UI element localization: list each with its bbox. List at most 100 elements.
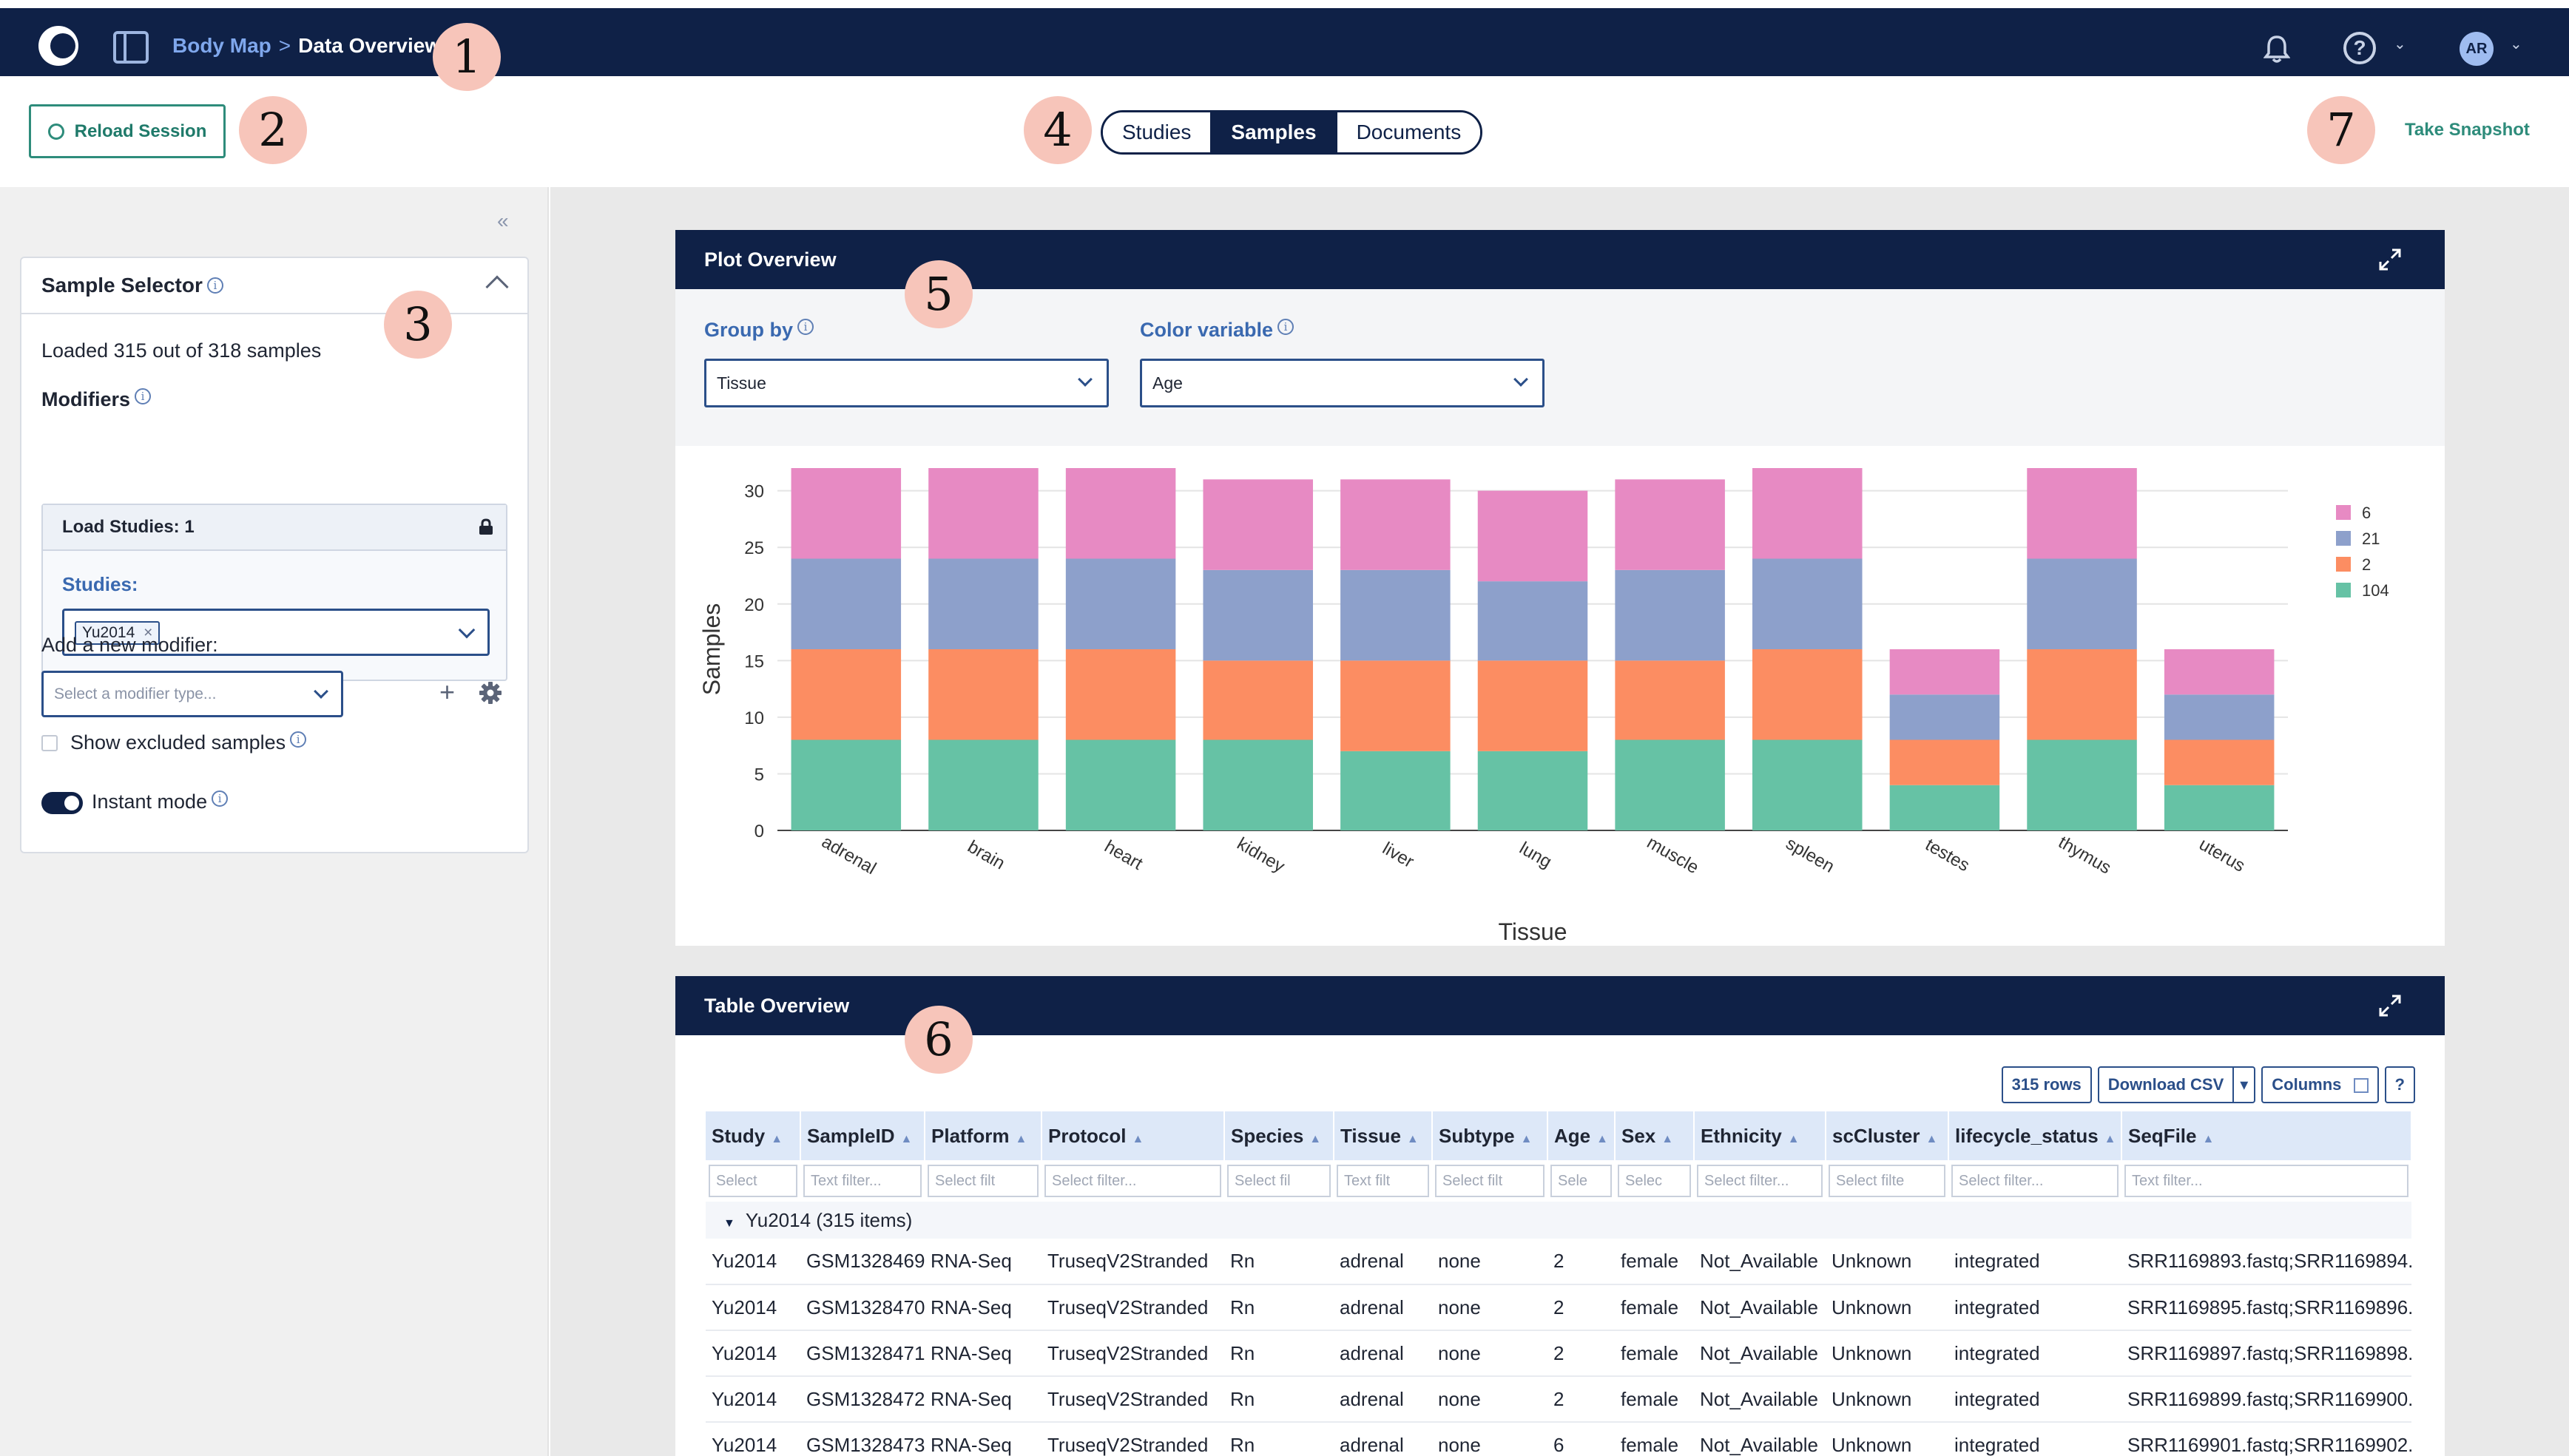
- tab-documents[interactable]: Documents: [1337, 112, 1481, 152]
- sort-icon[interactable]: ▲: [1596, 1132, 1608, 1145]
- column-header-subtype[interactable]: Subtype ▲: [1432, 1111, 1548, 1160]
- sort-icon[interactable]: ▲: [2104, 1132, 2116, 1145]
- column-filter-input[interactable]: Select filter...: [1951, 1165, 2119, 1197]
- show-excluded-checkbox[interactable]: [41, 735, 58, 751]
- info-icon[interactable]: i: [1277, 319, 1294, 335]
- column-header-protocol[interactable]: Protocol ▲: [1042, 1111, 1225, 1160]
- user-menu-chevron-icon[interactable]: ⌄: [2510, 36, 2522, 53]
- sort-icon[interactable]: ▲: [771, 1132, 783, 1145]
- sort-icon[interactable]: ▲: [1015, 1132, 1027, 1145]
- column-filter-input[interactable]: Select filter...: [1044, 1165, 1221, 1197]
- group-by-select[interactable]: Tissue: [704, 359, 1109, 407]
- bar-segment-testes-2: [1889, 739, 2000, 785]
- columns-button[interactable]: Columns: [2261, 1066, 2379, 1103]
- column-filter-input[interactable]: Text filt: [1337, 1165, 1429, 1197]
- column-filter-input[interactable]: Select filt: [1435, 1165, 1545, 1197]
- column-header-ethnicity[interactable]: Ethnicity ▲: [1694, 1111, 1826, 1160]
- sample-selector-header[interactable]: Sample Selector i: [21, 258, 527, 314]
- tab-samples[interactable]: Samples: [1212, 112, 1337, 152]
- instant-mode-toggle[interactable]: [41, 792, 83, 814]
- column-header-age[interactable]: Age ▲: [1547, 1111, 1616, 1160]
- load-studies-header[interactable]: Load Studies: 1: [43, 505, 506, 551]
- take-snapshot-button[interactable]: Take Snapshot: [2405, 120, 2530, 140]
- column-filter-input[interactable]: Select filter...: [1697, 1165, 1823, 1197]
- column-header-label: Age: [1554, 1124, 1591, 1147]
- study-chip[interactable]: Yu2014 ×: [75, 621, 161, 645]
- sort-icon[interactable]: ▲: [2202, 1132, 2215, 1145]
- column-header-sex[interactable]: Sex ▲: [1615, 1111, 1695, 1160]
- info-icon[interactable]: i: [135, 388, 152, 404]
- sort-icon[interactable]: ▲: [1925, 1132, 1938, 1145]
- sort-icon[interactable]: ▲: [1787, 1132, 1800, 1145]
- column-header-seqfile[interactable]: SeqFile ▲: [2121, 1111, 2412, 1160]
- stacked-bar-chart: 0 5 10 15 20 25 30 adrenal brain heart kidney liver…: [698, 468, 2389, 945]
- column-header-platform[interactable]: Platform ▲: [925, 1111, 1042, 1160]
- info-icon[interactable]: i: [206, 277, 223, 294]
- reload-session-button[interactable]: Reload Session: [29, 104, 226, 158]
- table-cell: 2: [1547, 1330, 1615, 1377]
- color-variable-select[interactable]: Age: [1140, 359, 1545, 407]
- table-help-button[interactable]: ?: [2384, 1066, 2415, 1103]
- bar-segment-spleen-2: [1752, 649, 1863, 740]
- logo-icon[interactable]: [38, 26, 78, 66]
- legend-label: 2: [2362, 555, 2371, 574]
- sort-icon[interactable]: ▲: [1661, 1132, 1674, 1145]
- instant-mode-label: Instant mode: [92, 790, 208, 813]
- column-header-sampleid[interactable]: SampleID ▲: [800, 1111, 925, 1160]
- column-header-tissue[interactable]: Tissue ▲: [1334, 1111, 1433, 1160]
- table-row[interactable]: Yu2014 GSM1328469 RNA-Seq TruseqV2Stranded R…: [706, 1239, 2411, 1285]
- column-header-lifecycle-status[interactable]: lifecycle_status ▲: [1948, 1111, 2122, 1160]
- avatar[interactable]: AR: [2460, 32, 2494, 66]
- gear-icon[interactable]: [476, 678, 505, 708]
- help-menu-chevron-icon[interactable]: ⌄: [2394, 36, 2406, 53]
- chip-remove-icon[interactable]: ×: [144, 624, 153, 641]
- sort-icon[interactable]: ▲: [1406, 1132, 1419, 1145]
- download-csv-button[interactable]: Download CSV: [2097, 1066, 2235, 1103]
- table-row[interactable]: Yu2014 GSM1328471 RNA-Seq TruseqV2Stranded R…: [706, 1330, 2411, 1377]
- row-count-badge: 315 rows: [2001, 1066, 2092, 1103]
- sort-icon[interactable]: ▲: [1520, 1132, 1533, 1145]
- chevron-up-icon[interactable]: [485, 275, 509, 299]
- bell-icon[interactable]: [2264, 35, 2290, 64]
- legend-swatch: [2336, 505, 2351, 520]
- table-row[interactable]: Yu2014 GSM1328470 RNA-Seq TruseqV2Stranded R…: [706, 1284, 2411, 1331]
- group-cell: ▼ Yu2014 (315 items): [706, 1202, 2411, 1239]
- column-filter-input[interactable]: Sele: [1550, 1165, 1612, 1197]
- chevron-down-icon[interactable]: [458, 621, 476, 639]
- sort-icon[interactable]: ▲: [1309, 1132, 1322, 1145]
- download-options-dropdown[interactable]: ▾: [2234, 1066, 2256, 1103]
- column-filter-input[interactable]: Select filt: [928, 1165, 1039, 1197]
- info-icon[interactable]: i: [212, 790, 229, 807]
- bar-segment-liver-104: [1340, 751, 1451, 830]
- sort-icon[interactable]: ▲: [900, 1132, 913, 1145]
- tab-studies[interactable]: Studies: [1103, 112, 1212, 152]
- column-header-label: Platform: [931, 1124, 1010, 1147]
- modifier-type-select[interactable]: Select a modifier type...: [41, 671, 343, 717]
- group-row[interactable]: ▼ Yu2014 (315 items): [706, 1202, 2411, 1239]
- column-header-study[interactable]: Study ▲: [706, 1111, 801, 1160]
- breadcrumb-root-link[interactable]: Body Map: [172, 34, 271, 57]
- table-cell: Not_Available: [1694, 1239, 1826, 1285]
- column-header-sccluster[interactable]: scCluster ▲: [1826, 1111, 1949, 1160]
- expand-icon[interactable]: [2378, 994, 2402, 1017]
- info-icon[interactable]: i: [290, 731, 307, 748]
- add-modifier-icon[interactable]: +: [439, 677, 456, 707]
- column-header-species[interactable]: Species ▲: [1224, 1111, 1334, 1160]
- column-filter-input[interactable]: Select filte: [1829, 1165, 1945, 1197]
- column-filter-input[interactable]: Select: [709, 1165, 797, 1197]
- sort-icon[interactable]: ▲: [1132, 1132, 1144, 1145]
- column-filter-input[interactable]: Text filter...: [803, 1165, 922, 1197]
- info-icon[interactable]: i: [797, 319, 814, 335]
- column-filter-input[interactable]: Select fil: [1227, 1165, 1331, 1197]
- studies-multiselect[interactable]: Yu2014 ×: [62, 609, 490, 656]
- column-filter-input[interactable]: Text filter...: [2124, 1165, 2408, 1197]
- collapse-sidebar-icon[interactable]: «: [497, 209, 509, 232]
- table-row[interactable]: Yu2014 GSM1328472 RNA-Seq TruseqV2Stranded R…: [706, 1376, 2411, 1423]
- group-collapse-icon[interactable]: ▼: [723, 1216, 735, 1230]
- sidebar-toggle-icon[interactable]: [113, 31, 149, 64]
- column-filter-input[interactable]: Selec: [1618, 1165, 1691, 1197]
- help-icon[interactable]: ?: [2343, 32, 2376, 64]
- table-row[interactable]: Yu2014 GSM1328473 RNA-Seq TruseqV2Stranded R…: [706, 1422, 2411, 1456]
- expand-icon[interactable]: [2378, 248, 2402, 271]
- color-variable-value: Age: [1152, 373, 1183, 393]
